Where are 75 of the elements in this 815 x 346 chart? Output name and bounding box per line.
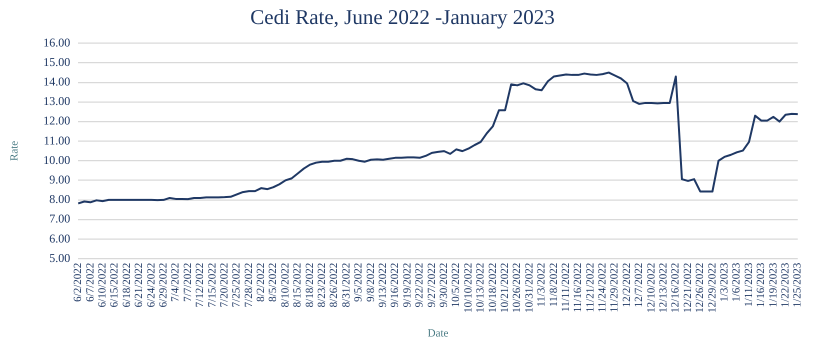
x-tick-label: 6/10/2022	[96, 262, 108, 308]
x-tick-label: 6/2/2022	[72, 262, 84, 302]
y-tick-label: 15.00	[43, 54, 70, 69]
x-tick-label: 12/29/2022	[706, 262, 718, 313]
x-tick-label: 6/7/2022	[84, 262, 96, 302]
x-tick-label: 12/13/2022	[658, 262, 670, 313]
x-tick-label: 9/19/2022	[401, 262, 414, 308]
x-tick-label: 6/24/2022	[145, 262, 158, 308]
x-tick-label: 9/8/2022	[364, 262, 377, 302]
x-tick-label: 12/10/2022	[645, 262, 658, 313]
y-tick-label: 12.00	[43, 114, 70, 128]
x-tick-label: 1/6/2023	[730, 262, 743, 302]
y-tick-label: 6.00	[49, 231, 70, 246]
x-tick-label: 9/27/2022	[426, 262, 438, 308]
x-tick-label: 7/12/2022	[194, 262, 206, 308]
x-tick-label: 9/30/2022	[438, 262, 450, 308]
x-tick-label: 11/8/2022	[548, 262, 560, 307]
x-tick-label: 7/20/2022	[218, 262, 230, 308]
x-tick-label: 6/21/2022	[133, 262, 146, 308]
x-tick-label: 11/3/2022	[536, 262, 548, 307]
x-tick-label: 6/18/2022	[120, 262, 133, 308]
x-tick-label: 9/22/2022	[414, 262, 426, 308]
x-tick-label: 9/5/2022	[352, 262, 365, 302]
x-tick-label: 7/28/2022	[242, 262, 255, 308]
x-tick-label: 1/22/2023	[779, 262, 792, 308]
y-tick-label: 13.00	[43, 94, 70, 108]
x-tick-label: 1/19/2023	[767, 262, 780, 308]
x-tick-label: 11/16/2022	[572, 262, 584, 312]
x-axis-title: Date	[428, 327, 448, 340]
x-tick-label: 8/5/2022	[267, 262, 280, 302]
x-tick-label: 6/15/2022	[108, 262, 121, 308]
y-tick-label: 14.00	[43, 74, 70, 89]
y-tick-label: 5.00	[49, 250, 70, 265]
x-tick-label: 12/21/2022	[682, 262, 694, 313]
x-tick-label: 10/26/2022	[511, 262, 524, 313]
x-tick-label: 12/7/2022	[633, 262, 646, 308]
x-tick-label: 10/5/2022	[450, 262, 462, 308]
x-tick-label: 8/10/2022	[279, 262, 292, 308]
x-tick-label: 11/11/2022	[560, 262, 572, 312]
y-tick-label: 8.00	[49, 192, 70, 206]
x-tick-label: 12/16/2022	[670, 262, 682, 313]
x-tick-label: 11/24/2022	[596, 262, 609, 312]
x-tick-label: 11/29/2022	[608, 262, 621, 312]
x-tick-label: 7/4/2022	[170, 262, 182, 302]
x-tick-label: 10/21/2022	[498, 262, 511, 313]
y-tick-label: 9.00	[49, 172, 70, 186]
x-tick-label: 10/13/2022	[474, 262, 487, 313]
y-tick-label: 16.00	[43, 35, 70, 50]
x-tick-label: 8/18/2022	[304, 262, 316, 308]
y-tick-label: 10.00	[43, 152, 70, 167]
x-tick-label: 8/15/2022	[292, 262, 304, 308]
x-tick-label: 8/23/2022	[316, 262, 328, 308]
x-tick-label: 8/31/2022	[340, 262, 352, 308]
x-tick-label: 10/31/2022	[523, 262, 536, 313]
x-tick-label: 7/25/2022	[230, 262, 243, 308]
x-tick-label: 8/26/2022	[328, 262, 340, 308]
x-tick-label: 10/18/2022	[486, 262, 499, 313]
x-tick-label: 1/11/2023	[742, 262, 755, 307]
y-tick-label: 11.00	[44, 133, 70, 148]
x-tick-label: 1/25/2023	[792, 262, 804, 308]
chart-title: Cedi Rate, June 2022 -January 2023	[250, 5, 555, 30]
x-tick-label: 9/16/2022	[389, 262, 402, 308]
x-tick-label: 12/26/2022	[694, 262, 706, 313]
x-tick-label: 10/10/2022	[462, 262, 474, 313]
y-axis-title: Rate	[8, 140, 20, 162]
y-tick-label: 7.00	[49, 212, 70, 226]
x-tick-label: 1/16/2023	[755, 262, 768, 308]
x-tick-label: 12/2/2022	[620, 262, 633, 308]
x-tick-label: 6/29/2022	[157, 262, 170, 308]
x-tick-label: 11/21/2022	[584, 262, 596, 312]
x-tick-label: 9/13/2022	[377, 262, 390, 308]
x-tick-label: 7/15/2022	[206, 262, 218, 308]
x-tick-label: 7/7/2022	[182, 262, 194, 302]
x-tick-label: 8/2/2022	[255, 262, 268, 302]
x-tick-label: 1/3/2023	[718, 262, 731, 302]
